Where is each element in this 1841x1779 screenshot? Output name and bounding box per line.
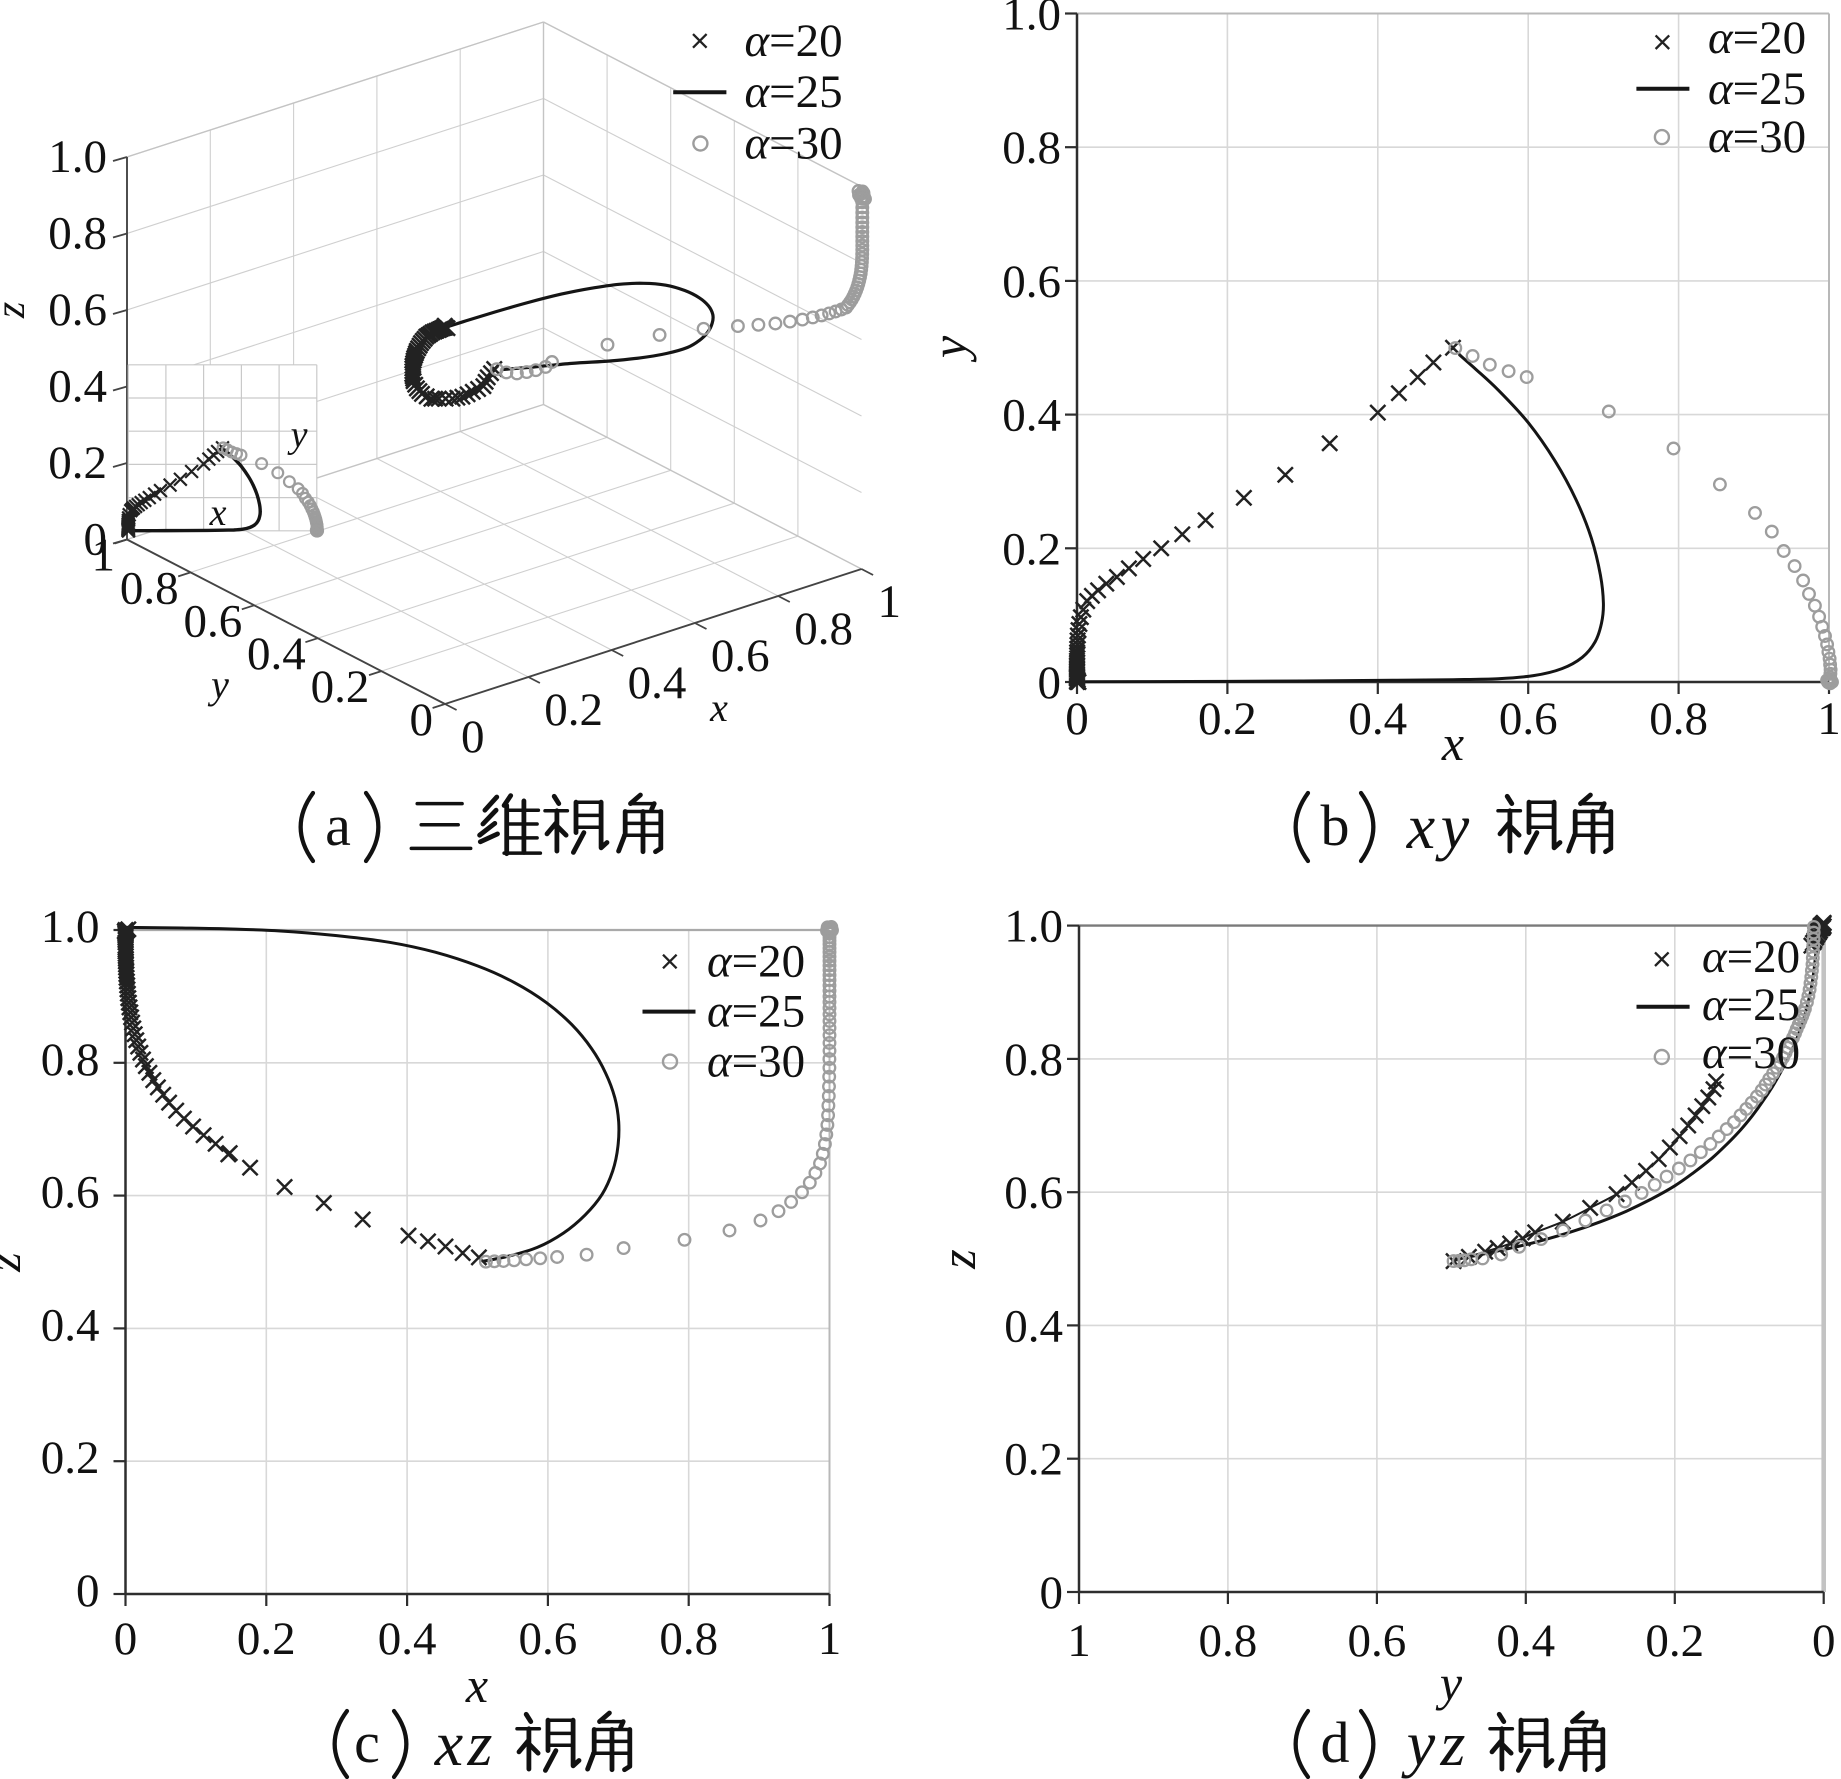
svg-text:x: x	[709, 685, 728, 730]
svg-text:0.6: 0.6	[41, 1167, 100, 1219]
svg-text:α=20: α=20	[745, 15, 843, 67]
svg-text:z: z	[1440, 1708, 1466, 1779]
svg-text:0.6: 0.6	[48, 284, 107, 336]
svg-text:1: 1	[1817, 693, 1841, 745]
svg-text:z: z	[0, 302, 34, 319]
svg-text:α=25: α=25	[707, 986, 805, 1038]
svg-text:0.2: 0.2	[237, 1613, 296, 1665]
svg-text:0.6: 0.6	[711, 630, 770, 682]
svg-text:α=20: α=20	[1702, 931, 1800, 983]
svg-text:0.8: 0.8	[48, 208, 107, 260]
svg-text:0.4: 0.4	[41, 1299, 100, 1351]
svg-text:a: a	[325, 793, 351, 858]
svg-text:0: 0	[461, 711, 485, 763]
svg-text:x: x	[209, 492, 227, 534]
svg-text:y: y	[287, 414, 308, 456]
svg-text:0.4: 0.4	[48, 361, 107, 413]
svg-text:0.2: 0.2	[1002, 523, 1061, 575]
svg-text:c: c	[354, 1710, 380, 1775]
svg-text:0.2: 0.2	[1004, 1434, 1063, 1486]
svg-text:0.8: 0.8	[41, 1034, 100, 1086]
svg-text:α=25: α=25	[1708, 63, 1806, 115]
svg-text:z: z	[467, 1708, 493, 1779]
svg-text:1: 1	[1067, 1615, 1091, 1667]
svg-text:z: z	[0, 1252, 31, 1272]
svg-text:0.8: 0.8	[120, 562, 179, 614]
svg-text:x: x	[1406, 791, 1435, 862]
svg-text:α=30: α=30	[745, 118, 843, 170]
svg-text:0.2: 0.2	[1198, 693, 1257, 745]
svg-text:1.0: 1.0	[1004, 901, 1063, 953]
svg-text:0: 0	[76, 1565, 100, 1617]
svg-text:0.8: 0.8	[1004, 1034, 1063, 1086]
svg-text:0.4: 0.4	[247, 628, 306, 680]
svg-text:0.4: 0.4	[1348, 693, 1407, 745]
svg-text:b: b	[1321, 793, 1350, 858]
svg-text:0.8: 0.8	[1649, 693, 1708, 745]
svg-text:0.4: 0.4	[1002, 390, 1061, 442]
svg-text:y: y	[1401, 1708, 1436, 1779]
svg-text:0: 0	[84, 514, 108, 566]
svg-text:y: y	[921, 335, 977, 363]
svg-text:0.4: 0.4	[1004, 1300, 1063, 1352]
svg-text:α=30: α=30	[1702, 1027, 1800, 1079]
svg-text:y: y	[207, 662, 229, 707]
svg-text:0.6: 0.6	[1348, 1615, 1407, 1667]
svg-text:0.6: 0.6	[1499, 693, 1558, 745]
svg-text:0: 0	[1038, 657, 1062, 709]
svg-text:0: 0	[1065, 693, 1089, 745]
svg-text:0: 0	[410, 694, 434, 746]
svg-text:0: 0	[1812, 1615, 1836, 1667]
svg-text:x: x	[434, 1708, 463, 1779]
svg-text:0.2: 0.2	[48, 437, 107, 489]
svg-text:0.6: 0.6	[519, 1613, 578, 1665]
svg-text:0.6: 0.6	[183, 595, 242, 647]
svg-text:0: 0	[1040, 1567, 1064, 1619]
svg-text:1.0: 1.0	[48, 131, 107, 183]
svg-text:1: 1	[818, 1613, 842, 1665]
svg-text:0.4: 0.4	[1496, 1615, 1555, 1667]
svg-text:α=20: α=20	[1708, 12, 1806, 64]
svg-text:1.0: 1.0	[41, 901, 100, 953]
svg-text:x: x	[465, 1657, 488, 1713]
svg-text:0.2: 0.2	[311, 661, 370, 713]
svg-text:0.4: 0.4	[378, 1613, 437, 1665]
svg-text:0: 0	[114, 1613, 138, 1665]
svg-text:0.8: 0.8	[794, 603, 853, 655]
svg-text:0.6: 0.6	[1002, 256, 1061, 308]
svg-text:1: 1	[878, 576, 902, 628]
svg-text:z: z	[930, 1249, 986, 1269]
svg-text:α=30: α=30	[1708, 111, 1806, 163]
svg-text:0.8: 0.8	[1002, 122, 1061, 174]
svg-text:0.4: 0.4	[628, 657, 687, 709]
svg-text:x: x	[1441, 715, 1464, 771]
svg-text:0.8: 0.8	[659, 1613, 718, 1665]
svg-text:0.6: 0.6	[1004, 1167, 1063, 1219]
svg-text:α=25: α=25	[1702, 979, 1800, 1031]
svg-text:0.2: 0.2	[41, 1432, 100, 1484]
svg-text:α=25: α=25	[745, 66, 843, 118]
svg-text:0.2: 0.2	[544, 684, 603, 736]
svg-text:0.8: 0.8	[1199, 1615, 1258, 1667]
svg-text:y: y	[1435, 791, 1470, 862]
svg-text:1.0: 1.0	[1002, 0, 1061, 41]
svg-text:d: d	[1321, 1710, 1350, 1775]
svg-text:y: y	[1435, 1655, 1463, 1711]
svg-text:α=20: α=20	[707, 936, 805, 988]
svg-text:0.2: 0.2	[1645, 1615, 1704, 1667]
svg-text:1: 1	[92, 530, 116, 582]
svg-text:α=30: α=30	[707, 1036, 805, 1088]
